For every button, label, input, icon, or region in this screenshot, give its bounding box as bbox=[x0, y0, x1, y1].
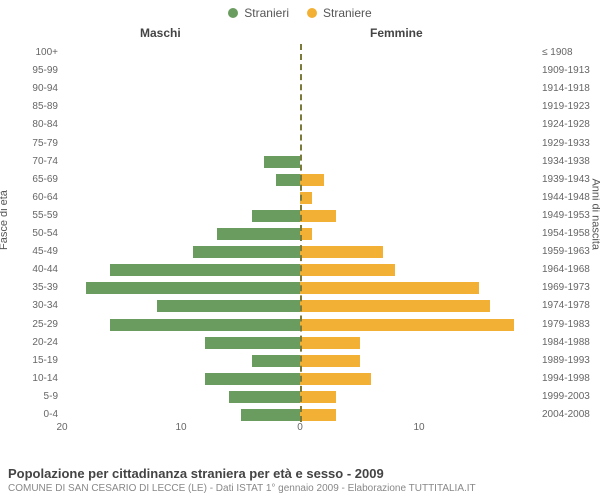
age-label: 15-19 bbox=[14, 352, 58, 370]
birth-label: 1969-1973 bbox=[542, 279, 598, 297]
bar-female bbox=[300, 409, 336, 421]
birth-label: 1914-1918 bbox=[542, 80, 598, 98]
bar-male bbox=[252, 210, 300, 222]
birth-label: 1909-1913 bbox=[542, 62, 598, 80]
bar-female bbox=[300, 319, 514, 331]
legend-label-male: Stranieri bbox=[244, 6, 289, 20]
age-label: 10-14 bbox=[14, 370, 58, 388]
header-female: Femmine bbox=[370, 26, 423, 40]
age-label: 25-29 bbox=[14, 316, 58, 334]
age-label: 50-54 bbox=[14, 225, 58, 243]
bar-female bbox=[300, 210, 336, 222]
bar-female bbox=[300, 355, 360, 367]
x-tick: 0 bbox=[297, 422, 303, 433]
age-label: 100+ bbox=[14, 44, 58, 62]
birth-label: 1939-1943 bbox=[542, 171, 598, 189]
birth-label: 1954-1958 bbox=[542, 225, 598, 243]
legend-item-female: Straniere bbox=[307, 6, 372, 20]
age-label: 90-94 bbox=[14, 80, 58, 98]
age-label: 75-79 bbox=[14, 135, 58, 153]
birth-label: 1959-1963 bbox=[542, 243, 598, 261]
bar-male bbox=[217, 228, 300, 240]
x-tick: 10 bbox=[413, 422, 424, 433]
x-tick: 10 bbox=[175, 422, 186, 433]
bar-female bbox=[300, 174, 324, 186]
plot-area: 100+≤ 190895-991909-191390-941914-191885… bbox=[62, 44, 538, 434]
chart-title: Popolazione per cittadinanza straniera p… bbox=[8, 466, 592, 481]
chart-subtitle: COMUNE DI SAN CESARIO DI LECCE (LE) - Da… bbox=[8, 483, 592, 494]
bar-female bbox=[300, 300, 490, 312]
age-label: 5-9 bbox=[14, 388, 58, 406]
age-label: 80-84 bbox=[14, 116, 58, 134]
age-label: 95-99 bbox=[14, 62, 58, 80]
age-label: 0-4 bbox=[14, 406, 58, 424]
bar-female bbox=[300, 373, 371, 385]
center-divider bbox=[300, 44, 302, 422]
birth-label: 2004-2008 bbox=[542, 406, 598, 424]
legend-label-female: Straniere bbox=[323, 6, 372, 20]
bar-male bbox=[205, 337, 300, 349]
age-label: 40-44 bbox=[14, 261, 58, 279]
legend-item-male: Stranieri bbox=[228, 6, 289, 20]
bar-female bbox=[300, 282, 479, 294]
birth-label: 1964-1968 bbox=[542, 261, 598, 279]
birth-label: ≤ 1908 bbox=[542, 44, 598, 62]
birth-label: 1924-1928 bbox=[542, 116, 598, 134]
bar-male bbox=[110, 319, 300, 331]
birth-label: 1949-1953 bbox=[542, 207, 598, 225]
age-label: 65-69 bbox=[14, 171, 58, 189]
legend: Stranieri Straniere bbox=[0, 0, 600, 20]
bar-male bbox=[252, 355, 300, 367]
age-label: 45-49 bbox=[14, 243, 58, 261]
bar-female bbox=[300, 391, 336, 403]
legend-swatch-female bbox=[307, 8, 317, 18]
age-label: 55-59 bbox=[14, 207, 58, 225]
bar-male bbox=[110, 264, 300, 276]
birth-label: 1999-2003 bbox=[542, 388, 598, 406]
birth-label: 1974-1978 bbox=[542, 297, 598, 315]
bar-female bbox=[300, 337, 360, 349]
age-label: 20-24 bbox=[14, 334, 58, 352]
x-axis: 2010010 bbox=[62, 422, 538, 434]
bar-female bbox=[300, 264, 395, 276]
age-label: 30-34 bbox=[14, 297, 58, 315]
age-label: 85-89 bbox=[14, 98, 58, 116]
birth-label: 1989-1993 bbox=[542, 352, 598, 370]
bar-male bbox=[205, 373, 300, 385]
population-pyramid-chart: Stranieri Straniere Maschi Femmine Fasce… bbox=[0, 0, 600, 500]
header-male: Maschi bbox=[140, 26, 181, 40]
birth-label: 1934-1938 bbox=[542, 153, 598, 171]
chart-footer: Popolazione per cittadinanza straniera p… bbox=[8, 466, 592, 494]
bar-male bbox=[276, 174, 300, 186]
age-label: 35-39 bbox=[14, 279, 58, 297]
bar-female bbox=[300, 246, 383, 258]
birth-label: 1979-1983 bbox=[542, 316, 598, 334]
bar-male bbox=[193, 246, 300, 258]
bar-male bbox=[229, 391, 300, 403]
legend-swatch-male bbox=[228, 8, 238, 18]
age-label: 70-74 bbox=[14, 153, 58, 171]
bar-male bbox=[264, 156, 300, 168]
x-tick: 20 bbox=[56, 422, 67, 433]
bar-male bbox=[86, 282, 300, 294]
age-label: 60-64 bbox=[14, 189, 58, 207]
birth-label: 1984-1988 bbox=[542, 334, 598, 352]
bar-male bbox=[157, 300, 300, 312]
birth-label: 1919-1923 bbox=[542, 98, 598, 116]
birth-label: 1994-1998 bbox=[542, 370, 598, 388]
birth-label: 1944-1948 bbox=[542, 189, 598, 207]
y-axis-label-age: Fasce di età bbox=[0, 190, 10, 250]
bar-male bbox=[241, 409, 301, 421]
birth-label: 1929-1933 bbox=[542, 135, 598, 153]
